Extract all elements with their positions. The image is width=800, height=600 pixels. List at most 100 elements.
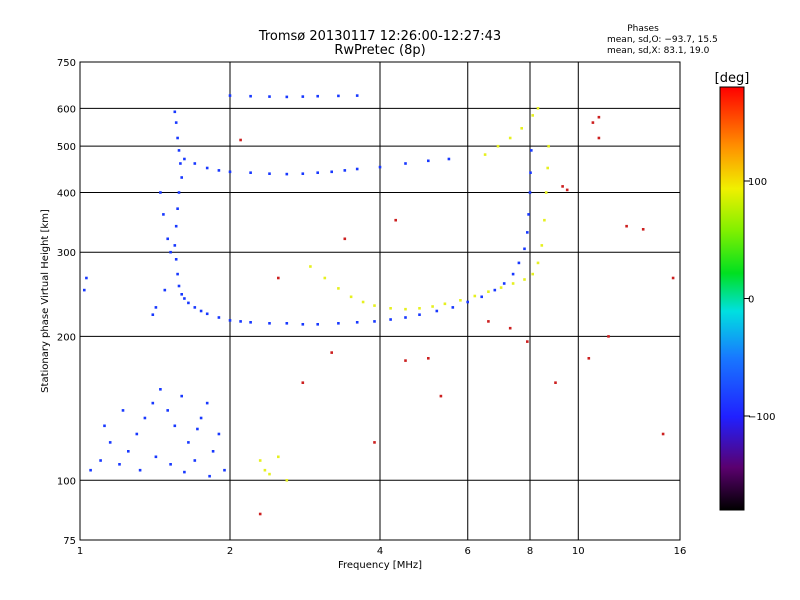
data-point — [487, 290, 490, 293]
colorbar-label: [deg] — [715, 71, 750, 86]
data-point — [378, 165, 382, 169]
data-point — [316, 94, 319, 98]
x-tick-label: 10 — [572, 546, 585, 557]
x-tick-label: 1 — [77, 546, 83, 557]
data-point — [249, 94, 252, 98]
data-point — [597, 136, 601, 140]
data-point — [99, 459, 102, 462]
data-point — [447, 157, 451, 161]
data-point — [373, 441, 376, 444]
y-tick-label: 75 — [63, 536, 76, 547]
data-point — [394, 218, 397, 222]
chart-subtitle: RwPretec (8p) — [334, 43, 425, 58]
data-point — [217, 316, 221, 319]
data-point — [544, 191, 548, 194]
data-point — [561, 185, 564, 188]
data-point — [591, 121, 595, 124]
stats-x-line: mean, sd,X: 83.1, 19.0 — [607, 46, 710, 56]
data-point — [166, 409, 169, 412]
data-point — [169, 250, 172, 254]
data-point — [258, 459, 262, 462]
data-point — [511, 272, 515, 276]
data-point — [103, 424, 106, 428]
data-point — [337, 94, 340, 98]
data-point — [277, 455, 280, 459]
data-point — [174, 258, 178, 261]
data-point — [554, 381, 557, 384]
data-point — [536, 261, 540, 265]
data-point — [528, 191, 532, 194]
data-point — [443, 302, 447, 306]
data-point — [523, 247, 526, 251]
data-point — [176, 136, 179, 140]
data-point — [451, 306, 455, 309]
data-point — [127, 450, 130, 453]
data-point — [173, 424, 177, 428]
data-point — [163, 288, 167, 292]
x-tick-label: 2 — [227, 546, 233, 557]
y-tick-label: 100 — [57, 476, 76, 487]
data-point — [183, 470, 186, 474]
data-point — [258, 512, 262, 516]
data-point — [205, 312, 209, 316]
data-point — [173, 110, 177, 114]
data-point — [180, 176, 183, 179]
data-point — [263, 468, 267, 472]
y-tick-label: 300 — [57, 248, 76, 259]
data-point — [268, 172, 271, 175]
data-point — [511, 282, 515, 285]
data-point — [316, 323, 319, 326]
colorbar-tick-label: −100 — [748, 412, 775, 423]
stats-title: Phases — [627, 24, 659, 34]
data-point — [285, 479, 289, 482]
data-point — [174, 121, 178, 124]
data-point — [427, 159, 430, 163]
data-point — [239, 138, 242, 142]
data-point — [285, 322, 289, 325]
data-point — [418, 307, 421, 310]
data-point — [301, 323, 305, 326]
data-point — [176, 272, 179, 276]
y-tick-label: 600 — [57, 104, 76, 115]
data-point — [565, 188, 569, 192]
data-point — [483, 153, 487, 156]
data-point — [404, 316, 407, 319]
data-point — [159, 191, 162, 194]
data-point — [176, 207, 179, 210]
data-point — [135, 432, 139, 436]
data-point — [151, 313, 155, 316]
data-point — [337, 287, 340, 290]
data-point — [193, 306, 197, 309]
data-point — [323, 276, 327, 280]
data-point — [523, 278, 526, 281]
data-point — [228, 94, 232, 97]
colorbar-ticks: 100 0 −100 — [744, 177, 775, 423]
data-point — [531, 272, 534, 276]
colorbar-tick-label: 0 — [748, 295, 754, 306]
data-point — [183, 297, 186, 300]
data-point — [641, 228, 645, 231]
y-tick-label: 750 — [57, 58, 76, 69]
chart-title: Tromsø 20130117 12:26:00-12:27:43 — [258, 29, 501, 44]
data-point — [373, 320, 376, 323]
data-point — [285, 95, 289, 99]
data-point — [179, 162, 182, 165]
data-point — [625, 224, 628, 228]
data-point — [228, 170, 232, 174]
data-point — [540, 244, 544, 247]
data-point — [529, 171, 532, 174]
data-point — [508, 326, 512, 330]
data-point — [268, 322, 271, 325]
data-points — [83, 94, 675, 516]
data-point — [587, 357, 591, 360]
data-point — [316, 171, 319, 174]
data-point — [249, 321, 252, 324]
colorbar — [719, 86, 745, 511]
data-point — [193, 162, 197, 165]
data-point — [459, 299, 462, 302]
data-point — [228, 319, 232, 322]
data-point — [301, 381, 305, 384]
data-point — [268, 472, 271, 476]
data-point — [121, 409, 125, 412]
y-axis-label: Stationary phase Virtual Height [km] — [40, 209, 51, 393]
